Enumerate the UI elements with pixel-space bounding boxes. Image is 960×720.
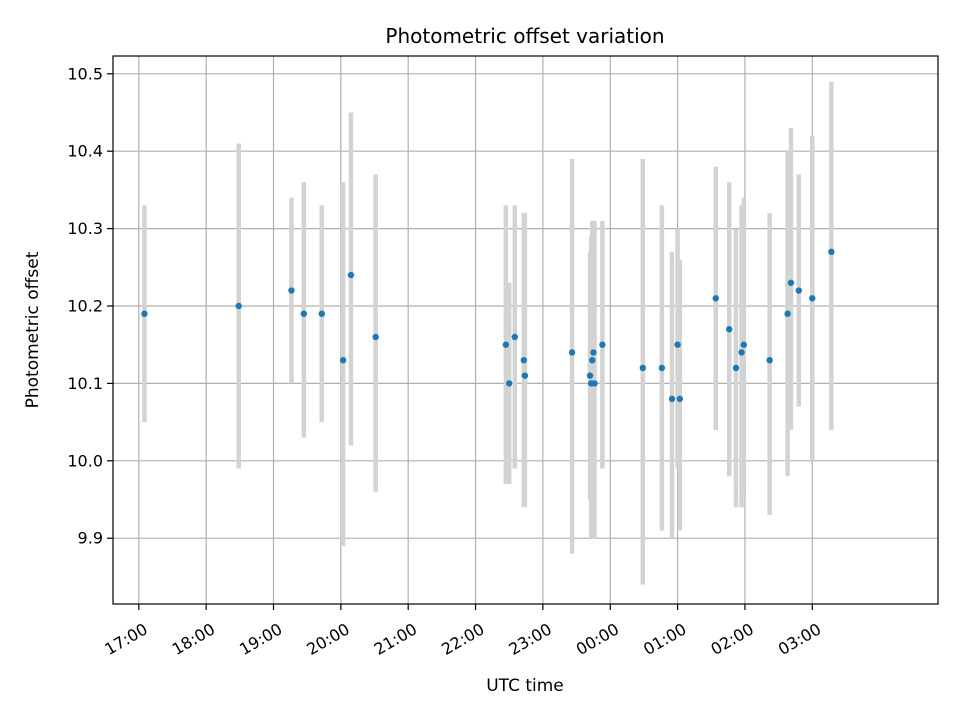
x-axis-label: UTC time [486,676,564,696]
data-point [732,364,740,372]
data-point [589,356,596,364]
data-points [141,248,835,403]
data-point [726,326,733,333]
data-point [795,287,803,294]
data-point [674,341,681,348]
data-point [828,248,835,256]
y-tick-label: 10.5 [67,64,103,83]
y-tick-label: 10.2 [67,297,103,316]
data-point [288,287,295,294]
y-axis: 9.9 10.0 10.1 10.2 10.3 10.4 10.5 [67,64,113,548]
data-point [766,356,773,364]
y-tick-label: 10.4 [67,142,103,161]
data-point [784,310,791,317]
data-point [372,333,379,341]
plot-frame [112,55,939,605]
y-tick-label: 10.3 [67,219,103,238]
data-point [502,341,510,348]
data-point [809,295,816,302]
data-point [738,349,745,356]
data-point [591,380,598,387]
y-axis-label: Photometric offset [23,251,43,408]
y-tick-label: 10.1 [67,374,103,393]
data-point [586,372,594,379]
data-point [506,380,513,387]
data-point [787,279,795,286]
data-point [568,349,576,356]
data-point [521,372,529,379]
data-point [141,310,148,317]
data-point [347,271,355,279]
data-point [712,295,719,302]
data-point [639,364,646,372]
data-point [590,349,597,356]
chart-title: Photometric offset variation [385,24,664,48]
data-point [676,395,684,403]
data-point [339,356,347,364]
data-point [658,364,666,372]
data-point [599,341,606,348]
data-point [520,356,528,364]
y-tick-label: 10.0 [67,451,103,470]
y-tick-label: 9.9 [78,529,103,548]
data-point [300,310,308,317]
data-point [318,310,325,317]
data-point [235,302,242,310]
data-point [668,395,676,403]
data-point [740,341,748,348]
data-point [511,333,519,341]
